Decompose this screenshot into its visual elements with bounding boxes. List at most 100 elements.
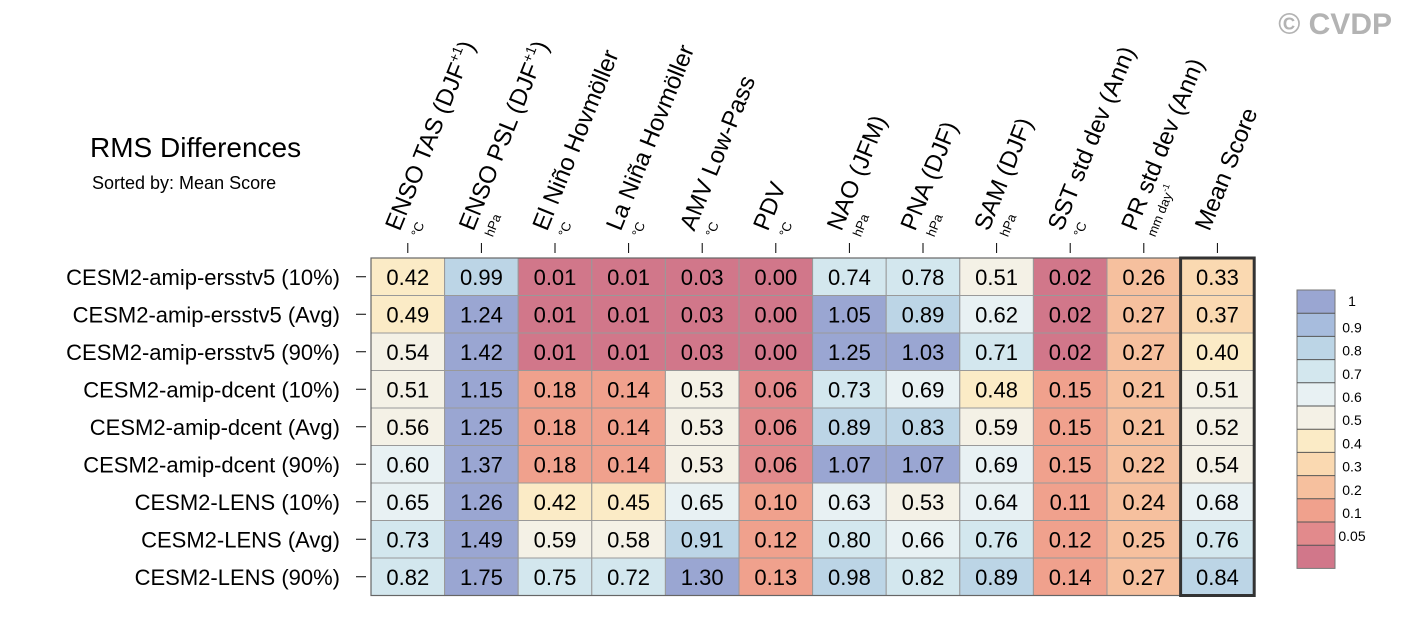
- heatmap-cell: [959, 370, 1034, 409]
- legend-swatch: [1297, 290, 1335, 314]
- heatmap-cell: [959, 482, 1034, 521]
- cell-value-label: 0.01: [607, 265, 650, 290]
- cell-value-label: 0.53: [681, 415, 724, 440]
- row-label: CESM2-amip-ersstv5 (10%): [66, 265, 340, 290]
- cell-value-label: 0.51: [1196, 377, 1239, 402]
- cell-value-label: 0.56: [386, 415, 429, 440]
- legend-swatch: [1297, 452, 1335, 476]
- heatmap-cell: [591, 295, 666, 334]
- cell-value-label: 0.73: [828, 377, 871, 402]
- heatmap-cell: [591, 370, 666, 409]
- heatmap-cells: 0.42 0.99 0.01 0.01 0.03 0.00 0.74 0.78 0.51 0.02…: [370, 257, 1255, 597]
- row-labels: CESM2-amip-ersstv5 (10%) CESM2-amip-ersst…: [66, 265, 366, 590]
- heatmap-cell: [664, 520, 740, 559]
- cell-value-label: 0.01: [607, 302, 650, 327]
- color-legend: 1 0.9 0.8 0.7 0.6 0.5 0.4 0.3 0.2 0.1 0.05: [1296, 289, 1366, 569]
- column-units-label: °C: [629, 220, 648, 239]
- cell-value-label: 0.15: [1049, 415, 1092, 440]
- heatmap-cell: [1106, 332, 1182, 371]
- cell-value-label: 0.14: [607, 415, 650, 440]
- legend-level-label: 0.05: [1338, 528, 1365, 544]
- legend-level-label: 0.6: [1342, 389, 1362, 405]
- legend-swatch: [1297, 522, 1335, 546]
- cell-value-label: 0.00: [754, 265, 797, 290]
- column-header: NAO (JFM)hPa: [822, 112, 892, 239]
- legend-swatch: [1297, 498, 1335, 522]
- column-header-label: Mean Score: [1190, 104, 1264, 234]
- cell-value-label: 0.18: [534, 415, 577, 440]
- heatmap-cell: [591, 482, 666, 521]
- legend-level-label: 0.7: [1342, 366, 1362, 382]
- cell-value-label: 0.03: [681, 302, 724, 327]
- legend-swatch: [1297, 382, 1335, 406]
- column-header: SAM (DJF)hPa: [969, 114, 1038, 239]
- heatmap-cell: [812, 557, 887, 596]
- cell-value-label: 0.82: [902, 565, 945, 590]
- column-header: Mean Score: [1190, 104, 1264, 234]
- cell-value-label: 0.75: [534, 565, 577, 590]
- cell-value-label: 0.02: [1049, 302, 1092, 327]
- cell-value-label: 1.25: [460, 415, 503, 440]
- cell-value-label: 1.07: [902, 452, 945, 477]
- cell-value-label: 0.42: [534, 490, 577, 515]
- cell-value-label: 0.14: [607, 452, 650, 477]
- cell-value-label: 0.51: [386, 377, 429, 402]
- cell-value-label: 0.83: [902, 415, 945, 440]
- heatmap-cell: [1106, 407, 1182, 446]
- cell-value-label: 0.01: [534, 302, 577, 327]
- cell-value-label: 0.72: [607, 565, 650, 590]
- heatmap-cell: [885, 257, 961, 296]
- cell-value-label: 0.53: [902, 490, 945, 515]
- heatmap-cell: [444, 407, 519, 446]
- mean-score-highlight: [1179, 256, 1256, 597]
- cell-value-label: 0.14: [607, 377, 650, 402]
- column-units-label: °C: [702, 220, 721, 239]
- legend-swatch: [1297, 336, 1335, 360]
- cell-value-label: 0.01: [607, 340, 650, 365]
- row-label: CESM2-amip-ersstv5 (90%): [66, 340, 340, 365]
- heatmap-cell: [1180, 370, 1255, 409]
- cell-value-label: 1.03: [902, 340, 945, 365]
- cell-value-label: 0.84: [1196, 565, 1239, 590]
- legend-swatch: [1297, 475, 1335, 499]
- cell-value-label: 0.64: [975, 490, 1018, 515]
- cell-value-label: 0.78: [902, 265, 945, 290]
- cell-value-label: 0.52: [1196, 415, 1239, 440]
- heatmap-cell: [885, 295, 961, 334]
- column-header: PDV°C: [748, 178, 795, 239]
- cell-value-label: 0.25: [1122, 527, 1165, 552]
- chart-subtitle: Sorted by: Mean Score: [92, 173, 276, 193]
- legend-swatch: [1297, 545, 1335, 569]
- cell-value-label: 0.06: [754, 452, 797, 477]
- cell-value-label: 0.59: [975, 415, 1018, 440]
- column-units-label: °C: [1070, 220, 1089, 239]
- heatmap-cell: [1032, 332, 1108, 371]
- cell-value-label: 0.89: [828, 415, 871, 440]
- column-header-label: AMV Low-Pass: [675, 72, 761, 234]
- heatmap-cell: [1180, 520, 1255, 559]
- cell-value-label: 0.02: [1049, 340, 1092, 365]
- cell-value-label: 0.18: [534, 377, 577, 402]
- heatmap-cell: [517, 295, 593, 334]
- legend-swatch: [1297, 429, 1335, 453]
- heatmap-cell: [812, 520, 887, 559]
- cell-value-label: 0.22: [1122, 452, 1165, 477]
- column-units-label: °C: [776, 220, 795, 239]
- mean-score-column-box: [1179, 256, 1256, 597]
- cell-value-label: 0.02: [1049, 265, 1092, 290]
- heatmap-cell: [1106, 445, 1182, 484]
- heatmap-cell: [885, 407, 961, 446]
- cell-value-label: 0.49: [386, 302, 429, 327]
- cell-value-label: 0.80: [828, 527, 871, 552]
- heatmap-cell: [1032, 557, 1108, 596]
- row-label: CESM2-amip-dcent (90%): [83, 452, 340, 477]
- heatmap-cell: [517, 407, 593, 446]
- cell-value-label: 1.26: [460, 490, 503, 515]
- legend-swatch: [1297, 313, 1335, 337]
- legend-swatch: [1297, 359, 1335, 383]
- heatmap-cell: [664, 557, 740, 596]
- cell-value-label: 1.75: [460, 565, 503, 590]
- cell-value-label: 1.49: [460, 527, 503, 552]
- row-label: CESM2-LENS (90%): [135, 565, 340, 590]
- cell-value-label: 0.01: [534, 265, 577, 290]
